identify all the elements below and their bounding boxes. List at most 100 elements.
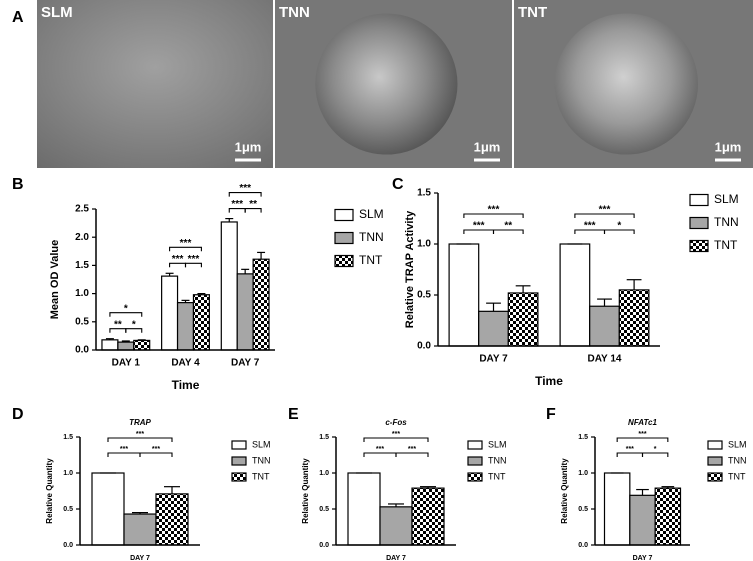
bar <box>654 487 682 546</box>
y-axis-label: Mean OD Value <box>49 240 61 319</box>
significance-label: *** <box>584 221 596 232</box>
y-tick-label: 2.0 <box>75 232 89 243</box>
significance-bracket <box>603 229 635 234</box>
x-tick-label: DAY 4 <box>171 358 200 369</box>
image-label: SLM <box>41 4 73 21</box>
legend-swatch <box>467 472 483 482</box>
significance-bracket <box>616 452 644 457</box>
significance-bracket <box>169 246 202 252</box>
legend-swatch <box>231 456 247 466</box>
legend-label: TNN <box>714 215 739 229</box>
y-tick-label: 0.0 <box>75 345 89 356</box>
bar <box>629 494 656 546</box>
significance-bracket <box>184 262 202 268</box>
scale-label: 1μm <box>715 139 742 154</box>
bar <box>176 302 195 351</box>
x-tick-label: DAY 7 <box>386 555 406 561</box>
x-axis-label: Time <box>172 378 200 392</box>
y-tick-label: 1.5 <box>75 260 89 271</box>
significance-bracket <box>363 452 397 457</box>
significance-label: ** <box>504 221 512 232</box>
panel-letter: B <box>12 176 24 193</box>
bar <box>117 341 135 351</box>
bar <box>478 310 509 347</box>
legend-label: SLM <box>252 439 271 449</box>
cell <box>315 13 458 155</box>
significance-bracket <box>574 213 635 218</box>
bar <box>155 493 189 546</box>
bar <box>411 487 445 546</box>
bar <box>507 292 539 347</box>
chart: F NFATc1 0.0 0.5 1.0 1.5 Relative Quantity DAY … <box>546 406 747 561</box>
significance-label: * <box>124 303 128 314</box>
x-tick-label: DAY 7 <box>479 354 508 365</box>
significance-label: *** <box>473 221 485 232</box>
legend-label: TNN <box>728 455 747 465</box>
significance-bracket <box>109 312 143 317</box>
y-tick-label: 1.0 <box>75 288 89 299</box>
bar <box>192 294 210 351</box>
x-axis-label: Time <box>535 374 563 388</box>
y-axis-label: Relative TRAP Activity <box>404 210 416 328</box>
panel-letter: F <box>546 406 556 423</box>
bar <box>123 513 157 546</box>
significance-bracket <box>107 452 141 457</box>
image-label: TNN <box>279 4 310 21</box>
significance-bracket <box>125 328 143 333</box>
significance-label: *** <box>239 183 251 194</box>
legend-swatch <box>231 440 247 450</box>
significance-bracket <box>139 452 173 457</box>
y-tick-label: 0.0 <box>63 542 73 549</box>
significance-label: *** <box>408 446 416 453</box>
y-axis-label: Relative Quantity <box>301 458 310 524</box>
legend-label: TNN <box>488 455 507 465</box>
bar <box>252 258 270 351</box>
chart: D TRAP 0.0 0.5 1.0 1.5 Relative Quantity DAY 7 *… <box>12 406 271 561</box>
bar <box>91 472 125 546</box>
panel-letter: C <box>392 176 404 193</box>
legend-swatch <box>467 456 483 466</box>
bar <box>603 472 631 546</box>
significance-label: *** <box>638 431 646 438</box>
bar <box>448 243 480 347</box>
significance-label: *** <box>626 446 634 453</box>
legend-label: TNT <box>714 238 738 252</box>
image-label: TNT <box>518 4 547 21</box>
significance-label: *** <box>231 199 243 210</box>
y-tick-label: 0.0 <box>417 341 431 352</box>
y-tick-label: 0.5 <box>578 506 588 513</box>
bar <box>161 275 179 351</box>
sem-surface <box>37 0 273 168</box>
significance-bracket <box>244 208 262 213</box>
significance-label: ** <box>249 199 257 210</box>
legend-swatch <box>334 208 354 222</box>
legend-label: TNN <box>359 230 384 244</box>
significance-bracket <box>228 192 262 197</box>
y-tick-label: 1.5 <box>578 434 588 441</box>
significance-label: *** <box>188 254 200 265</box>
x-tick-label: DAY 7 <box>633 555 653 561</box>
legend-swatch <box>467 440 483 450</box>
scale-label: 1μm <box>474 139 501 154</box>
y-tick-label: 1.5 <box>63 434 73 441</box>
significance-bracket <box>107 437 173 442</box>
bar <box>618 289 650 347</box>
legend-swatch <box>707 456 723 466</box>
cell <box>554 13 699 155</box>
panel-letter: E <box>288 406 299 423</box>
y-tick-label: 0.0 <box>319 542 329 549</box>
y-tick-label: 1.0 <box>417 239 431 250</box>
significance-label: * <box>654 446 657 453</box>
significance-label: *** <box>488 205 500 216</box>
significance-bracket <box>463 213 524 218</box>
significance-bracket <box>616 437 669 442</box>
significance-label: * <box>132 319 136 330</box>
significance-bracket <box>395 452 429 457</box>
x-tick-label: DAY 1 <box>112 358 141 369</box>
y-tick-label: 1.0 <box>578 470 588 477</box>
x-tick-label: DAY 14 <box>588 354 622 365</box>
legend-swatch <box>707 440 723 450</box>
bar <box>133 339 151 351</box>
panel-letter: D <box>12 406 24 423</box>
